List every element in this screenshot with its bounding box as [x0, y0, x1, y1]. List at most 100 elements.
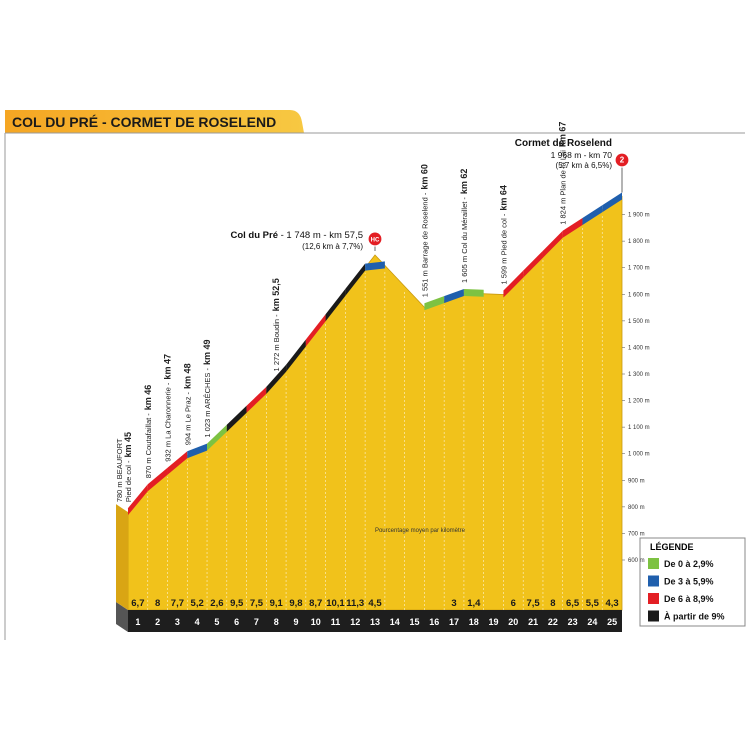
km-label: 13	[370, 617, 380, 627]
gradient-label: 7,7	[171, 598, 184, 609]
y-tick-label: 1 200 m	[628, 399, 650, 405]
waypoint-label: 994 m Le Praz - km 48	[182, 363, 192, 445]
km-label: 1	[135, 617, 140, 627]
gradient-label: 7,5	[526, 598, 540, 609]
summit-sub: (5,7 km à 6,5%)	[556, 161, 613, 170]
gradient-band	[602, 192, 622, 213]
km-label: 8	[274, 617, 279, 627]
waypoint-text: 870 m Coutafaillat -	[144, 413, 153, 479]
gradient-band	[365, 261, 385, 271]
gradient-band	[345, 263, 366, 296]
waypoint-km: km 52,5	[271, 278, 281, 311]
waypoint-text: 1 272 m Boudin -	[272, 314, 281, 372]
gradient-label: 2,6	[210, 598, 223, 609]
waypoint-km: km 62	[459, 169, 469, 195]
chart-title: COL DU PRÉ - CORMET DE ROSELEND	[12, 114, 276, 130]
y-tick-label: 1 600 m	[628, 292, 650, 298]
legend-swatch	[648, 558, 659, 569]
km-label: 23	[568, 617, 578, 627]
gradient-band	[582, 205, 603, 226]
km-label: 4	[195, 617, 200, 627]
waypoint-label: 870 m Coutafaillat - km 46	[143, 385, 153, 479]
km-label: 10	[311, 617, 321, 627]
gradient-band	[207, 424, 227, 451]
gradient-band	[542, 230, 563, 258]
km-label: 11	[331, 617, 341, 627]
gradient-label: 1,4	[467, 598, 481, 609]
waypoint-km: km 64	[498, 185, 508, 211]
legend-label: De 3 à 5,9%	[664, 577, 714, 587]
gradient-band	[167, 451, 188, 475]
gradient-band	[305, 314, 326, 347]
gradient-label: 7,5	[250, 598, 264, 609]
gradient-note: Pourcentage moyen par kilomètre	[375, 528, 466, 534]
gradient-label: 10,1	[326, 598, 345, 609]
y-tick-label: 1 900 m	[628, 213, 650, 219]
waypoint-text: 994 m Le Praz -	[183, 391, 192, 445]
legend-label: De 0 à 2,9%	[664, 559, 714, 569]
y-tick-label: 600 m	[628, 558, 645, 564]
gradient-label: 8	[550, 598, 555, 609]
gradient-label: 4,3	[606, 598, 619, 609]
y-tick-label: 800 m	[628, 505, 645, 511]
summit-badge	[614, 152, 630, 168]
gradient-band	[147, 467, 168, 492]
legend-label: À partir de 9%	[664, 612, 725, 622]
y-tick-label: 1 500 m	[628, 319, 650, 325]
summit-name: Col du Pré	[230, 230, 278, 241]
waypoint-label: 932 m La Charonnerie - km 47	[163, 354, 173, 462]
km-strip-side	[116, 602, 128, 632]
summit-sub: (12,6 km à 7,7%)	[302, 242, 363, 251]
gradient-label: 9,5	[230, 598, 244, 609]
legend-swatch	[648, 610, 659, 622]
km-label: 6	[234, 617, 239, 627]
summit-badge-text: HC	[371, 237, 380, 243]
gradient-label: 8,7	[309, 598, 322, 609]
gradient-band	[226, 405, 247, 432]
y-tick-label: 1 100 m	[628, 425, 650, 431]
gradient-label: 4,5	[368, 598, 382, 609]
km-label: 16	[429, 617, 439, 627]
legend-label: De 6 à 8,9%	[664, 594, 714, 604]
waypoint-label: 1 599 m Pied de col - km 64	[498, 185, 508, 284]
km-label: 3	[175, 617, 180, 627]
km-label: 5	[214, 617, 219, 627]
gradient-label: 3	[451, 598, 456, 609]
waypoint-km: km 60	[419, 164, 429, 190]
waypoint-label: 1 023 m ARÊCHES - km 49	[202, 339, 212, 437]
waypoint-text: 780 m BEAUFORT	[115, 438, 124, 502]
summit-badge-text: 2	[620, 156, 625, 165]
gradient-band	[325, 288, 346, 322]
summit-text: 1 968 m - km 70	[551, 150, 613, 160]
gradient-band	[562, 218, 583, 238]
waypoint-label: 1 272 m Boudin - km 52,5	[271, 278, 281, 371]
gradient-band	[128, 484, 148, 516]
gradient-band	[503, 270, 524, 298]
waypoint-text: 1 824 m Plan de la Lai	[559, 150, 568, 225]
gradient-label: 6,5	[566, 598, 580, 609]
km-label: 18	[469, 617, 479, 627]
km-label: 12	[350, 617, 360, 627]
gradient-band	[187, 443, 208, 459]
waypoint-text: 932 m La Charonnerie -	[164, 382, 173, 462]
y-tick-label: 1 800 m	[628, 239, 650, 245]
summit-title: Col du Pré - 1 748 m - km 57,5	[230, 230, 363, 241]
km-label: 7	[254, 617, 259, 627]
gradient-label: 6	[511, 598, 516, 609]
profile-side	[116, 504, 128, 610]
y-tick-label: 1 000 m	[628, 452, 650, 458]
waypoint-text: 1 599 m Pied de col -	[499, 213, 508, 284]
gradient-label: 6,7	[131, 598, 144, 609]
waypoint-km: km 67	[558, 122, 568, 148]
waypoint-km: km 49	[202, 339, 212, 365]
waypoint-km: km 45	[123, 432, 133, 458]
legend-title: LÉGENDE	[650, 542, 694, 552]
y-tick-label: 1 300 m	[628, 372, 650, 378]
y-tick-label: 900 m	[628, 478, 645, 484]
gradient-band	[246, 386, 267, 413]
y-tick-label: 700 m	[628, 531, 645, 537]
km-label: 17	[449, 617, 459, 627]
waypoint-km: km 47	[163, 354, 173, 380]
gradient-label: 9,8	[289, 598, 302, 609]
